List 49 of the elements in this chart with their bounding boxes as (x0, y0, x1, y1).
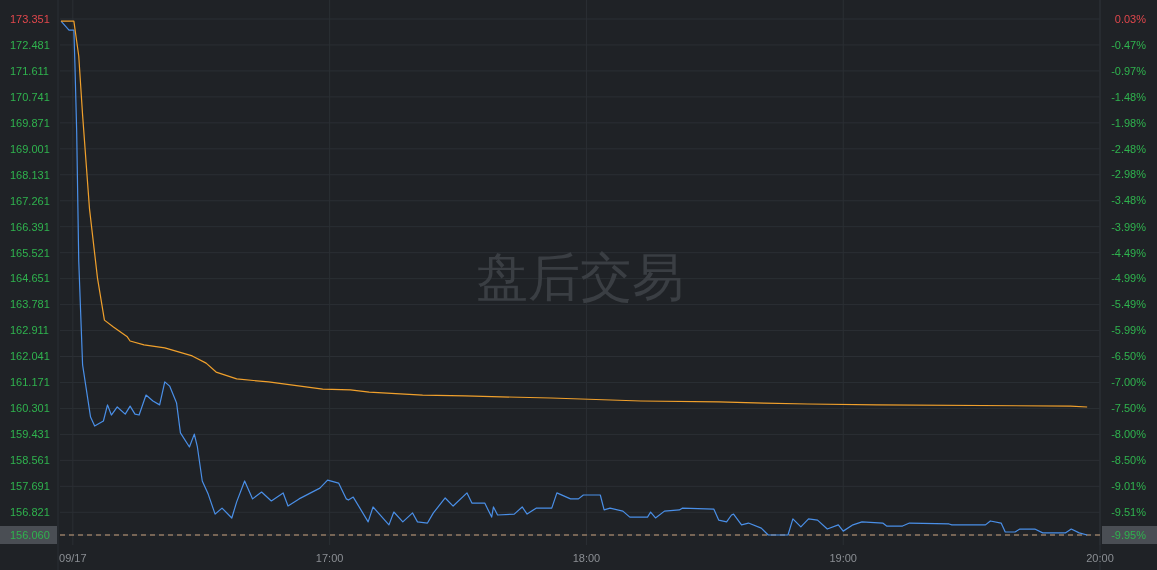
y2-tick-label: -6.50% (1111, 350, 1147, 363)
y-tick-label: 172.481 (10, 38, 50, 51)
line-series (60, 20, 1088, 408)
y-tick-label: 171.611 (10, 64, 49, 77)
y-tick-label: 169.001 (10, 142, 50, 155)
y-tick-label: 173.351 (10, 12, 50, 25)
y2-tick-label: -0.97% (1111, 64, 1147, 77)
y-tick-label: 162.041 (10, 350, 50, 363)
y2-tick-label: -4.99% (1111, 272, 1147, 285)
y2-tick-label: -9.51% (1111, 506, 1147, 519)
y2-tick-label: -1.48% (1111, 90, 1147, 103)
y-tick-label: 170.741 (10, 90, 50, 103)
y2-tick-label: 0.03% (1114, 12, 1147, 25)
y2-tick-label: -2.98% (1111, 168, 1147, 181)
y-tick-label: 156.060 (10, 528, 50, 541)
y2-tick-label: -8.50% (1111, 453, 1147, 466)
y-tick-label: 167.261 (10, 194, 50, 207)
y2-tick-label: -1.98% (1111, 116, 1147, 129)
y-tick-label: 158.561 (10, 454, 50, 467)
x-tick-label: 17:00 (315, 552, 344, 564)
y2-tick-label: -3.99% (1111, 220, 1147, 233)
line-series (60, 20, 1088, 536)
y2-tick-label: -4.49% (1111, 246, 1147, 259)
y-tick-label: 161.171 (10, 376, 50, 389)
y2-tick-label: -3.48% (1111, 194, 1147, 207)
y2-tick-label: -7.50% (1111, 402, 1147, 415)
x-tick-label: 18:00 (572, 552, 601, 564)
y2-tick-label: -9.95% (1111, 528, 1147, 541)
y2-tick-label: -8.00% (1111, 428, 1147, 441)
y2-tick-label: -2.48% (1111, 142, 1147, 155)
y2-tick-label: -7.00% (1111, 376, 1147, 389)
y-tick-label: 164.651 (10, 272, 50, 285)
y2-tick-label: -9.01% (1111, 480, 1147, 493)
y-tick-label: 166.391 (10, 220, 50, 233)
y2-tick-label: -0.47% (1111, 38, 1147, 51)
y2-tick-label: -5.99% (1111, 324, 1147, 337)
y-tick-label: 157.691 (10, 480, 50, 493)
x-tick-label: 20:00 (1086, 552, 1114, 564)
y-tick-label: 156.821 (10, 506, 50, 519)
y-tick-label: 163.781 (10, 298, 50, 311)
y2-tick-label: -5.49% (1111, 298, 1147, 311)
y-tick-label: 162.911 (10, 324, 49, 337)
y-tick-label: 169.871 (10, 116, 50, 129)
y-tick-label: 165.521 (10, 246, 50, 259)
x-tick-label: 19:00 (829, 552, 857, 564)
y-tick-label: 159.431 (10, 428, 50, 441)
y-tick-label: 168.131 (10, 168, 50, 181)
y-tick-label: 160.301 (10, 402, 50, 415)
x-tick-label: 09/17 (59, 552, 87, 564)
